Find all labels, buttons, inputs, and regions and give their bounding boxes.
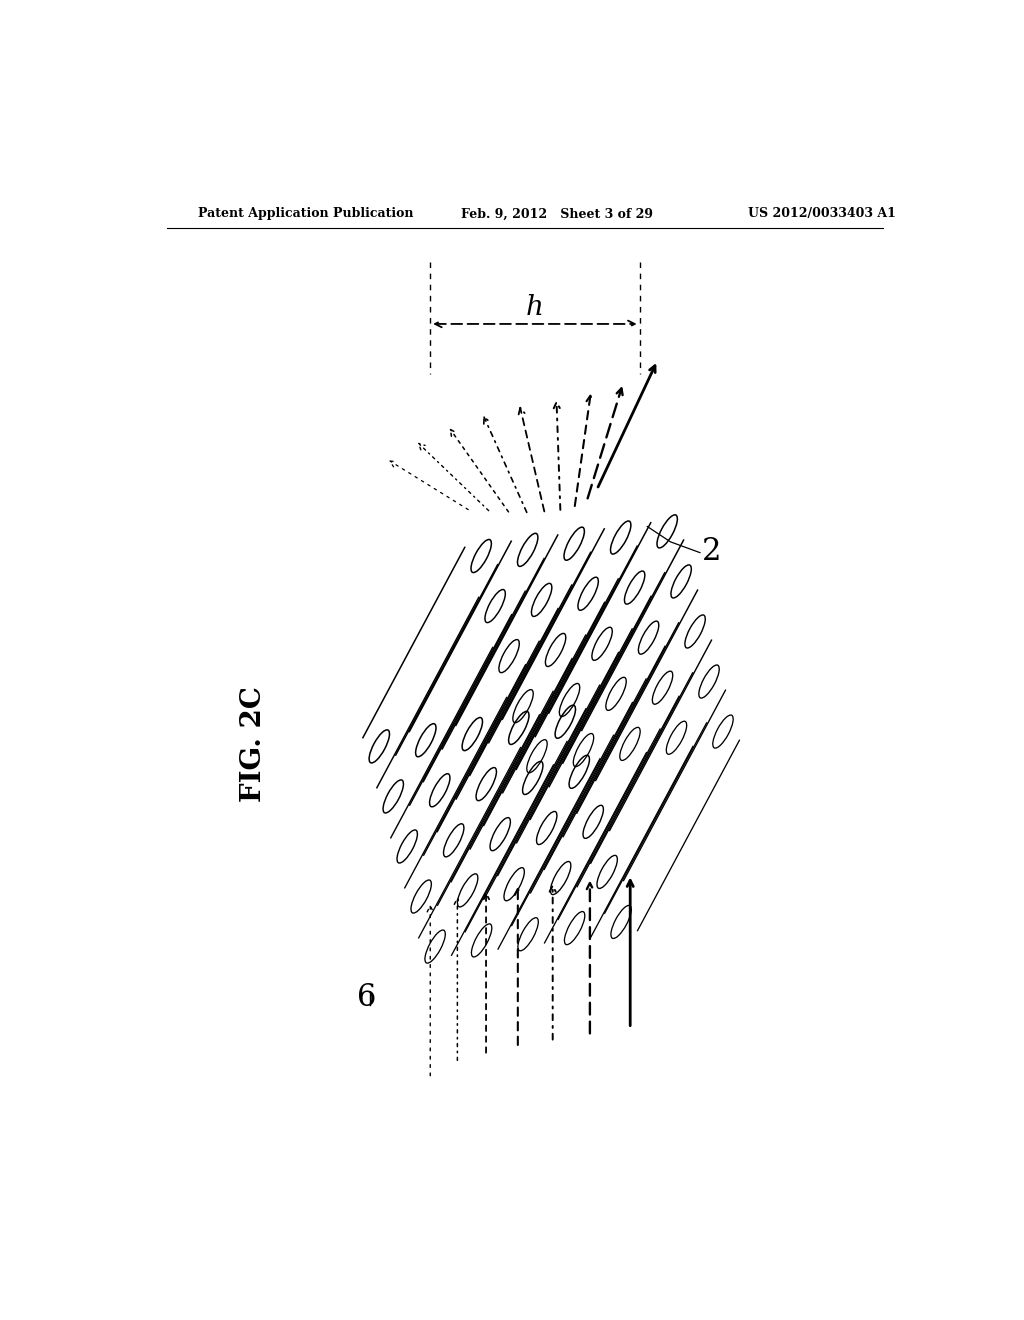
Text: 2: 2	[701, 536, 721, 566]
Text: h: h	[526, 293, 544, 321]
Text: US 2012/0033403 A1: US 2012/0033403 A1	[748, 207, 896, 220]
Text: FIG. 2C: FIG. 2C	[240, 685, 267, 801]
Text: Feb. 9, 2012   Sheet 3 of 29: Feb. 9, 2012 Sheet 3 of 29	[461, 207, 653, 220]
Text: 6: 6	[356, 982, 376, 1014]
Text: Patent Application Publication: Patent Application Publication	[198, 207, 414, 220]
